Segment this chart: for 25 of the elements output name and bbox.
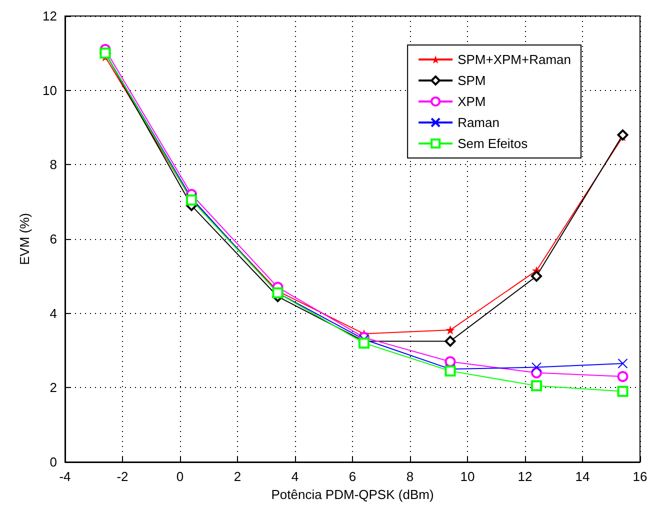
x-tick-label: 0	[176, 469, 184, 484]
legend-label: XPM	[458, 94, 486, 109]
y-tick-label: 10	[42, 82, 57, 98]
y-tick-label: 2	[50, 380, 57, 396]
x-tick-label: 16	[632, 469, 648, 484]
x-axis-title: Potência PDM-QPSK (dBm)	[271, 486, 434, 502]
x-tick-label: 10	[460, 469, 475, 484]
x-tick-label: 12	[518, 469, 532, 484]
y-tick-label: 8	[50, 157, 57, 172]
legend-label: SPM	[458, 73, 486, 88]
x-tick-label: -4	[59, 469, 71, 484]
x-tick-label: 14	[575, 469, 590, 484]
y-tick-label: 4	[50, 306, 57, 321]
legend-label: SPM+XPM+Raman	[458, 52, 572, 67]
y-axis-title: EVM (%)	[17, 213, 32, 265]
y-tick-label: 0	[50, 454, 57, 470]
y-tick-label: 12	[42, 8, 57, 24]
x-tick-label: 8	[406, 469, 414, 484]
legend-label: Sem Efeitos	[458, 136, 528, 151]
x-tick-label: -2	[116, 469, 128, 484]
x-tick-label: 4	[291, 469, 299, 484]
x-tick-label: 2	[234, 469, 242, 484]
x-tick-label: 6	[348, 469, 356, 484]
y-tick-label: 6	[50, 232, 57, 246]
legend-label: Raman	[458, 115, 500, 130]
